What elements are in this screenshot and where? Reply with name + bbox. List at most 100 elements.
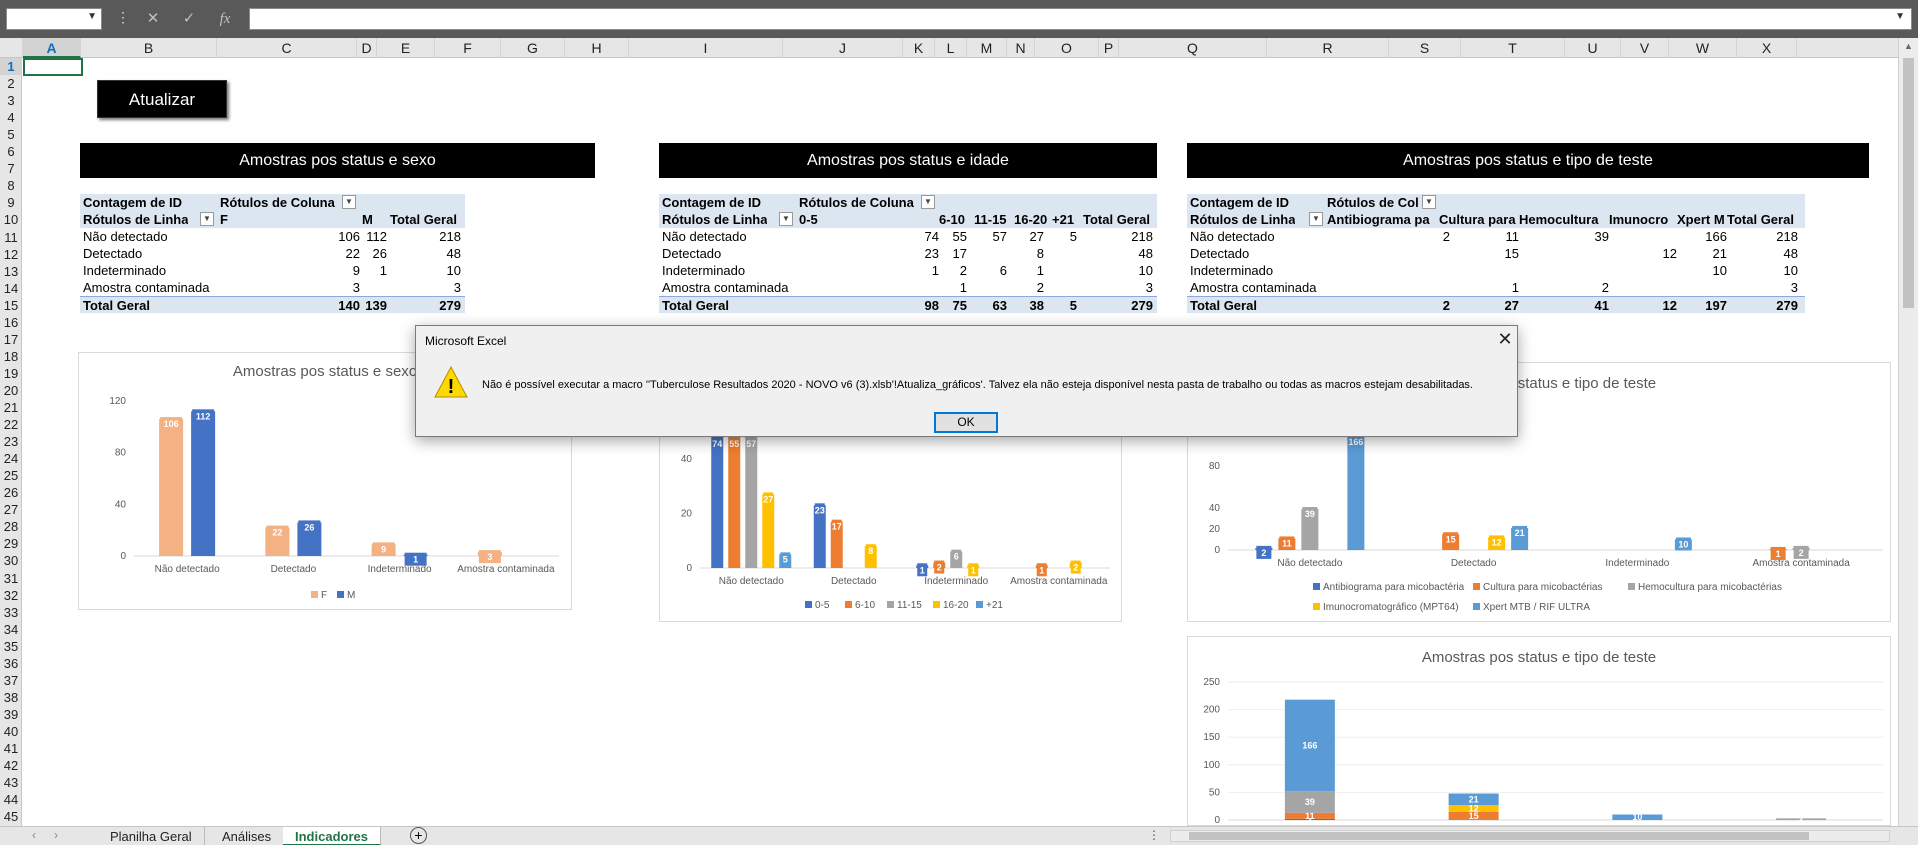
row-header-26[interactable]: 26 bbox=[3, 485, 19, 501]
row-header-2[interactable]: 2 bbox=[7, 76, 15, 92]
insert-function-icon[interactable]: fx bbox=[219, 11, 231, 27]
scroll-thumb[interactable] bbox=[1903, 58, 1914, 308]
close-icon[interactable]: ✕ bbox=[1497, 329, 1513, 349]
sort-filter-icon[interactable]: ▼ bbox=[200, 212, 214, 226]
row-header-7[interactable]: 7 bbox=[7, 161, 15, 177]
row-header-8[interactable]: 8 bbox=[7, 178, 15, 194]
row-header-44[interactable]: 44 bbox=[3, 792, 19, 808]
row-header-11[interactable]: 11 bbox=[4, 229, 18, 245]
row-header-43[interactable]: 43 bbox=[3, 775, 19, 791]
row-header-19[interactable]: 19 bbox=[3, 365, 19, 381]
column-header-e[interactable]: E bbox=[377, 38, 435, 58]
vertical-scrollbar[interactable]: ▲ bbox=[1898, 38, 1918, 826]
name-box[interactable]: ▼ bbox=[6, 8, 102, 30]
row-header-41[interactable]: 41 bbox=[3, 741, 19, 756]
row-header-25[interactable]: 25 bbox=[3, 468, 19, 484]
row-header-18[interactable]: 18 bbox=[3, 348, 19, 364]
row-header-15[interactable]: 15 bbox=[3, 297, 19, 313]
column-header-r[interactable]: R bbox=[1267, 38, 1389, 58]
ok-button[interactable]: OK bbox=[934, 412, 998, 433]
column-header-j[interactable]: J bbox=[783, 38, 903, 58]
row-header-33[interactable]: 33 bbox=[3, 604, 19, 620]
scroll-thumb[interactable] bbox=[1189, 832, 1809, 840]
row-header-30[interactable]: 30 bbox=[3, 553, 19, 569]
row-header-6[interactable]: 6 bbox=[7, 144, 15, 160]
column-header-g[interactable]: G bbox=[501, 38, 565, 58]
column-header-x[interactable]: X bbox=[1737, 38, 1797, 58]
row-header-9[interactable]: 9 bbox=[7, 195, 15, 211]
column-header-n[interactable]: N bbox=[1007, 38, 1035, 58]
row-header-4[interactable]: 4 bbox=[7, 110, 15, 126]
tab-nav-next-icon[interactable]: › bbox=[54, 828, 58, 842]
tab-analises[interactable]: Análises bbox=[210, 827, 285, 845]
filter-dropdown-icon[interactable]: ▼ bbox=[921, 195, 935, 209]
scroll-up-icon[interactable]: ▲ bbox=[1904, 41, 1913, 51]
row-header-24[interactable]: 24 bbox=[3, 451, 19, 467]
row-header-5[interactable]: 5 bbox=[7, 127, 15, 143]
more-options-icon[interactable]: ⋮ bbox=[116, 9, 130, 25]
column-header-b[interactable]: B bbox=[81, 38, 217, 58]
update-button[interactable]: Atualizar bbox=[97, 80, 227, 118]
column-header-w[interactable]: W bbox=[1669, 38, 1737, 58]
row-header-3[interactable]: 3 bbox=[7, 93, 15, 109]
column-header-i[interactable]: I bbox=[629, 38, 783, 58]
row-header-42[interactable]: 42 bbox=[3, 758, 19, 774]
chart-status-sex[interactable]: Amostras pos status e sexo 0 40 80 120 Não d… bbox=[78, 352, 572, 610]
row-header-21[interactable]: 21 bbox=[3, 400, 19, 415]
column-header-p[interactable]: P bbox=[1099, 38, 1119, 58]
row-header-12[interactable]: 12 bbox=[3, 246, 19, 262]
column-header-h[interactable]: H bbox=[565, 38, 629, 58]
column-header-l[interactable]: L bbox=[935, 38, 967, 58]
row-header-35[interactable]: 35 bbox=[3, 638, 19, 654]
more-tabs-icon[interactable]: ⋮ bbox=[1148, 828, 1160, 842]
column-header-t[interactable]: T bbox=[1461, 38, 1565, 58]
tab-nav-prev-icon[interactable]: ‹ bbox=[32, 828, 36, 842]
column-header-u[interactable]: U bbox=[1565, 38, 1621, 58]
column-header-k[interactable]: K bbox=[903, 38, 935, 58]
row-header-16[interactable]: 16 bbox=[3, 314, 19, 330]
row-header-10[interactable]: 10 bbox=[3, 212, 19, 228]
filter-dropdown-icon[interactable]: ▼ bbox=[1422, 195, 1436, 209]
add-sheet-icon[interactable]: + bbox=[410, 827, 427, 844]
selected-cell-a1[interactable] bbox=[23, 58, 83, 76]
column-header-f[interactable]: F bbox=[435, 38, 501, 58]
horizontal-scrollbar[interactable] bbox=[1170, 830, 1890, 842]
column-header-o[interactable]: O bbox=[1035, 38, 1099, 58]
column-header-q[interactable]: Q bbox=[1119, 38, 1267, 58]
row-header-32[interactable]: 32 bbox=[3, 587, 19, 603]
column-header-a[interactable]: A bbox=[23, 38, 81, 58]
chevron-down-icon[interactable]: ▼ bbox=[87, 11, 97, 22]
row-header-28[interactable]: 28 bbox=[3, 519, 19, 535]
row-header-37[interactable]: 37 bbox=[3, 672, 19, 688]
row-header-27[interactable]: 27 bbox=[3, 502, 19, 518]
column-header-d[interactable]: D bbox=[357, 38, 377, 58]
filter-dropdown-icon[interactable]: ▼ bbox=[342, 195, 356, 209]
column-header-s[interactable]: S bbox=[1389, 38, 1461, 58]
expand-formula-icon[interactable]: ▼ bbox=[1895, 11, 1905, 22]
row-header-34[interactable]: 34 bbox=[3, 621, 19, 637]
select-all-corner[interactable] bbox=[0, 38, 23, 58]
tab-indicadores[interactable]: Indicadores bbox=[283, 827, 381, 845]
sort-filter-icon[interactable]: ▼ bbox=[1309, 212, 1323, 226]
enter-icon[interactable]: ✓ bbox=[182, 10, 196, 27]
chart-status-test-stacked[interactable]: Amostras pos status e tipo de teste 0 50 1… bbox=[1187, 636, 1891, 826]
row-header-38[interactable]: 38 bbox=[3, 689, 19, 705]
row-header-29[interactable]: 29 bbox=[3, 536, 19, 552]
tab-planilha-geral[interactable]: Planilha Geral bbox=[98, 827, 205, 845]
row-header-22[interactable]: 22 bbox=[3, 417, 19, 433]
row-header-17[interactable]: 17 bbox=[3, 331, 19, 347]
row-header-40[interactable]: 40 bbox=[3, 723, 19, 739]
formula-input[interactable]: ▼ bbox=[249, 8, 1912, 30]
row-header-13[interactable]: 13 bbox=[3, 263, 19, 279]
row-header-45[interactable]: 45 bbox=[3, 809, 19, 825]
row-header-14[interactable]: 14 bbox=[3, 280, 19, 296]
row-header-39[interactable]: 39 bbox=[3, 706, 19, 722]
row-header-31[interactable]: 31 bbox=[3, 570, 19, 586]
column-header-m[interactable]: M bbox=[967, 38, 1007, 58]
column-header-v[interactable]: V bbox=[1621, 38, 1669, 58]
row-header-36[interactable]: 36 bbox=[3, 655, 19, 671]
row-header-20[interactable]: 20 bbox=[3, 382, 19, 398]
cancel-icon[interactable]: ✕ bbox=[146, 10, 160, 27]
sort-filter-icon[interactable]: ▼ bbox=[779, 212, 793, 226]
row-header-23[interactable]: 23 bbox=[3, 434, 19, 450]
